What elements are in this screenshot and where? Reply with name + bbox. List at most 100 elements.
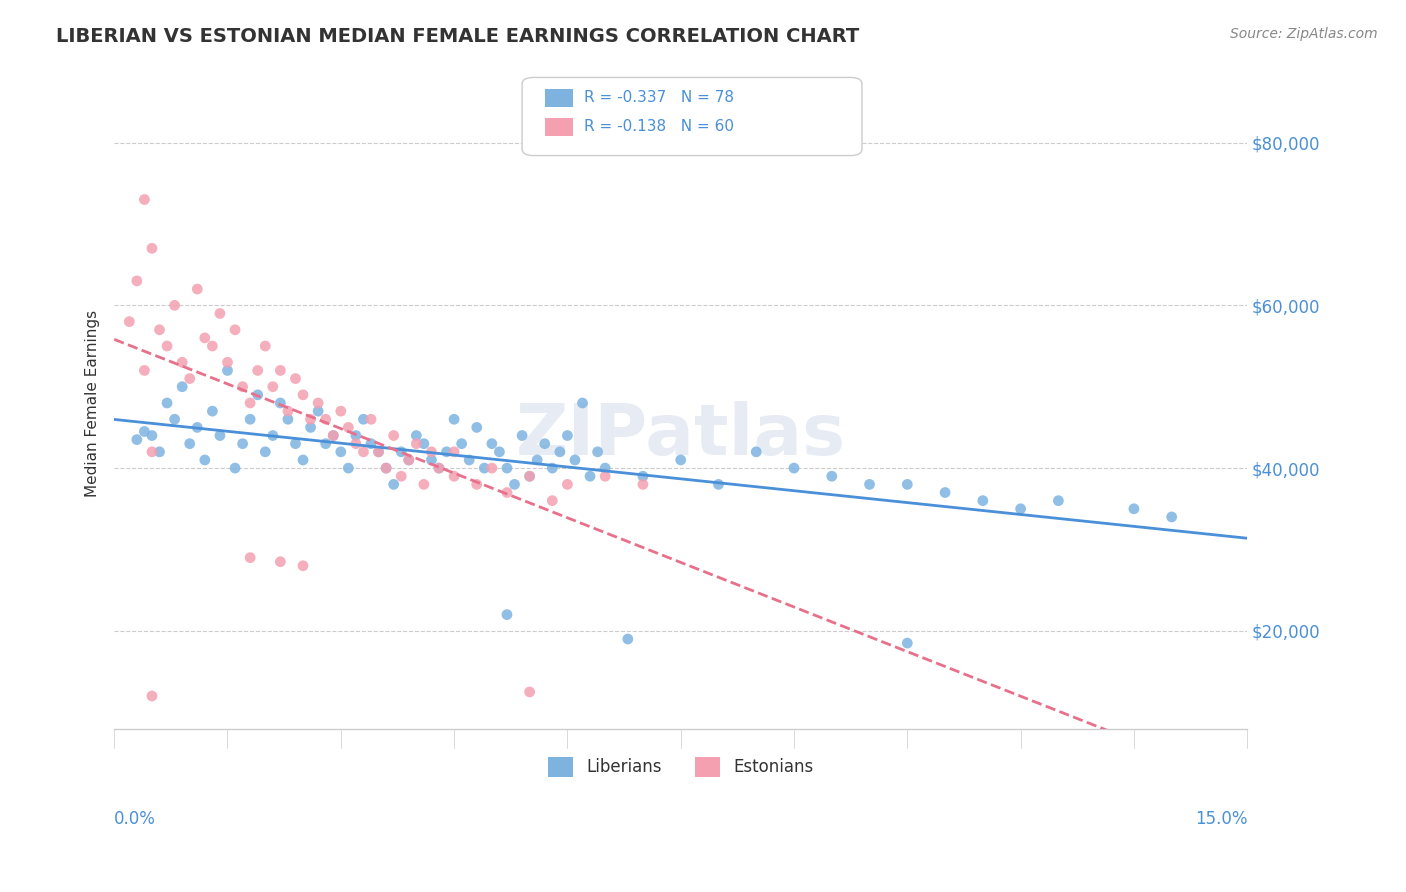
Text: ZIPatlas: ZIPatlas bbox=[516, 401, 846, 470]
Point bbox=[405, 428, 427, 442]
Point bbox=[465, 477, 488, 491]
Point bbox=[156, 339, 179, 353]
Text: Source: ZipAtlas.com: Source: ZipAtlas.com bbox=[1230, 27, 1378, 41]
Text: R = -0.337   N = 78: R = -0.337 N = 78 bbox=[585, 90, 734, 105]
Point bbox=[593, 469, 616, 483]
Point bbox=[315, 436, 337, 450]
Point bbox=[299, 412, 322, 426]
Point bbox=[232, 380, 254, 394]
Point bbox=[519, 469, 541, 483]
Point bbox=[344, 428, 367, 442]
Point bbox=[284, 436, 307, 450]
Point bbox=[496, 607, 519, 622]
Point bbox=[557, 428, 579, 442]
Point bbox=[571, 396, 593, 410]
Point bbox=[1010, 501, 1032, 516]
Point bbox=[307, 396, 329, 410]
Bar bbox=[544, 118, 574, 136]
Point bbox=[269, 555, 291, 569]
Point bbox=[896, 477, 918, 491]
Point bbox=[450, 436, 472, 450]
Point bbox=[1160, 510, 1182, 524]
Point bbox=[896, 636, 918, 650]
Point bbox=[443, 445, 465, 459]
Point bbox=[353, 445, 375, 459]
Point bbox=[269, 363, 291, 377]
Point bbox=[420, 445, 443, 459]
Point bbox=[232, 436, 254, 450]
Point bbox=[194, 331, 217, 345]
Point bbox=[329, 404, 352, 418]
Point bbox=[208, 306, 231, 320]
Point bbox=[367, 445, 389, 459]
Point bbox=[382, 477, 405, 491]
Point bbox=[172, 380, 194, 394]
Point bbox=[481, 436, 503, 450]
Point bbox=[277, 404, 299, 418]
Point bbox=[541, 461, 564, 475]
Point bbox=[262, 428, 284, 442]
Point bbox=[465, 420, 488, 434]
Point bbox=[262, 380, 284, 394]
Y-axis label: Median Female Earnings: Median Female Earnings bbox=[86, 310, 100, 497]
Point bbox=[337, 461, 360, 475]
Point bbox=[972, 493, 994, 508]
Point bbox=[217, 355, 239, 369]
Point bbox=[141, 689, 163, 703]
Point bbox=[163, 412, 186, 426]
Point bbox=[472, 461, 495, 475]
Point bbox=[134, 193, 156, 207]
Point bbox=[360, 436, 382, 450]
Point bbox=[631, 469, 654, 483]
Point bbox=[557, 477, 579, 491]
Point bbox=[405, 436, 427, 450]
Point bbox=[134, 363, 156, 377]
Text: 15.0%: 15.0% bbox=[1195, 810, 1247, 828]
Point bbox=[821, 469, 844, 483]
Point bbox=[420, 453, 443, 467]
Point bbox=[284, 371, 307, 385]
Point bbox=[246, 388, 269, 402]
Point bbox=[118, 315, 141, 329]
Point bbox=[148, 323, 170, 337]
Point bbox=[172, 355, 194, 369]
Point bbox=[277, 412, 299, 426]
Point bbox=[375, 461, 398, 475]
FancyBboxPatch shape bbox=[522, 78, 862, 155]
Point bbox=[510, 428, 533, 442]
Point bbox=[148, 445, 170, 459]
Legend: Liberians, Estonians: Liberians, Estonians bbox=[540, 748, 823, 785]
Point bbox=[217, 363, 239, 377]
Point bbox=[398, 453, 420, 467]
Point bbox=[239, 412, 262, 426]
Point bbox=[134, 425, 156, 439]
Point bbox=[1047, 493, 1070, 508]
Point bbox=[593, 461, 616, 475]
Point bbox=[496, 485, 519, 500]
Point bbox=[412, 477, 434, 491]
Point bbox=[367, 445, 389, 459]
Point bbox=[443, 412, 465, 426]
Point bbox=[329, 445, 352, 459]
Point bbox=[337, 420, 360, 434]
Point bbox=[141, 428, 163, 442]
Point bbox=[541, 493, 564, 508]
Point bbox=[179, 436, 201, 450]
Point bbox=[360, 412, 382, 426]
Point bbox=[631, 477, 654, 491]
Point bbox=[246, 363, 269, 377]
Text: 0.0%: 0.0% bbox=[114, 810, 156, 828]
Point bbox=[375, 461, 398, 475]
Point bbox=[201, 339, 224, 353]
Point bbox=[315, 412, 337, 426]
Point bbox=[617, 632, 640, 646]
Point bbox=[292, 388, 315, 402]
Point bbox=[548, 445, 571, 459]
Point bbox=[427, 461, 450, 475]
Point bbox=[322, 428, 344, 442]
Point bbox=[745, 445, 768, 459]
Point bbox=[488, 445, 510, 459]
Point bbox=[398, 453, 420, 467]
Point bbox=[292, 558, 315, 573]
Point bbox=[412, 436, 434, 450]
